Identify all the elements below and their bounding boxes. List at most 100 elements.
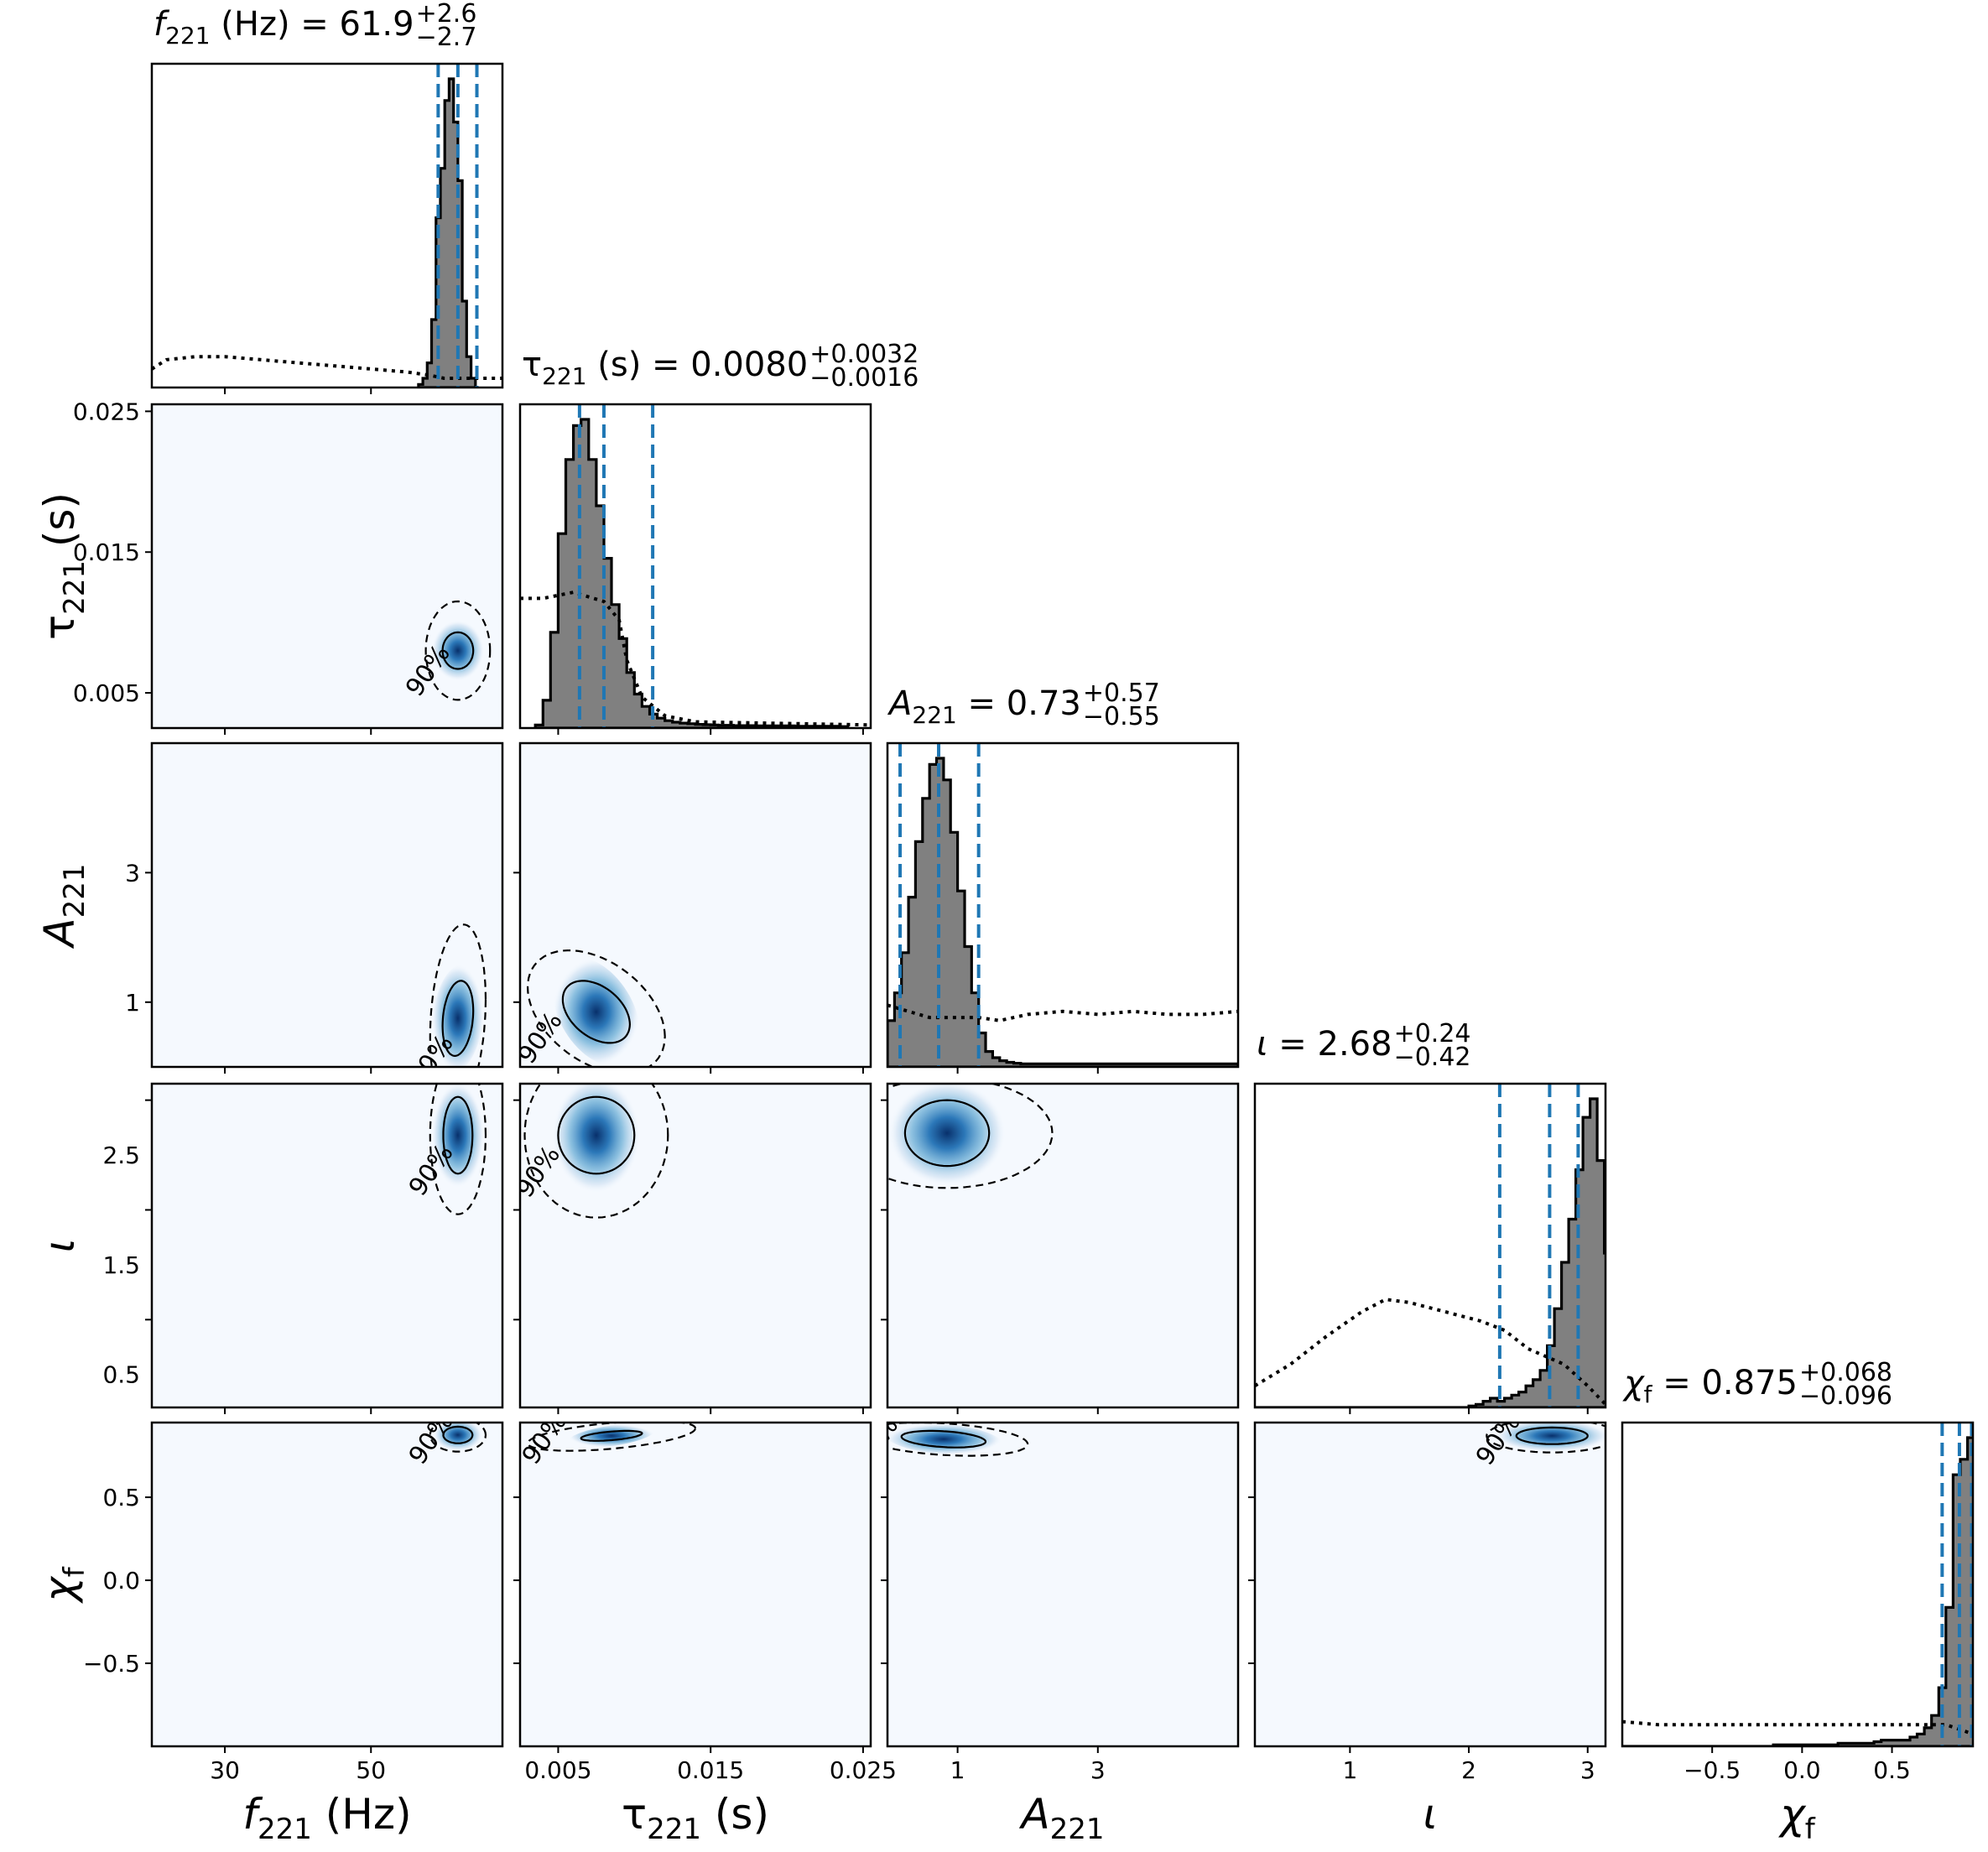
- panel-frame: [886, 741, 1240, 1069]
- panel-background: [1255, 1423, 1605, 1746]
- x-tick-label: −0.5: [1684, 1756, 1741, 1784]
- x-tick-label: 0.015: [677, 1756, 744, 1784]
- contour-50: [441, 631, 475, 670]
- hist-title-chif: χf = 0.875: [1622, 1364, 1798, 1408]
- title-plus: +0.068: [1799, 1358, 1892, 1387]
- panel-frame: [1621, 1421, 1975, 1748]
- y-axis-label-tau221: τ221 (s): [35, 492, 91, 640]
- y-tick-label: 0.5: [102, 1361, 140, 1389]
- density-blob: [567, 1423, 656, 1449]
- contour-90: [526, 949, 666, 1067]
- y-tick-label: 0.015: [73, 538, 140, 566]
- hist-panel-iota: [1255, 1084, 1605, 1407]
- hist-panel-tau221: [520, 404, 871, 728]
- contour-50: [1515, 1426, 1589, 1445]
- x-tick-label: 2: [1461, 1756, 1476, 1784]
- y-tick-label: 0.025: [73, 398, 140, 425]
- title-minus: −0.096: [1799, 1381, 1892, 1411]
- panel-iota-chif: 90%: [1255, 1423, 1605, 1746]
- hist-panel-chif: [1622, 1423, 1973, 1746]
- x-tick-label: 0.5: [1873, 1756, 1911, 1784]
- y-tick-label: 0.0: [102, 1567, 140, 1594]
- prior-curve: [520, 590, 871, 727]
- contour-50: [580, 1429, 643, 1442]
- x-tick-label: 50: [356, 1756, 386, 1784]
- panel-background: [152, 1423, 502, 1746]
- contour-90: [424, 600, 492, 701]
- density-blob: [431, 620, 485, 681]
- contour-50: [442, 1425, 474, 1444]
- x-tick-label: 0.005: [524, 1756, 591, 1784]
- hist-panel-A221: [887, 743, 1238, 1067]
- x-axis-label-iota: ι: [1423, 1790, 1438, 1839]
- posterior-histogram: [887, 757, 1238, 1067]
- y-axis-label-A221: A221: [35, 863, 91, 949]
- title-plus: +0.0032: [809, 340, 919, 369]
- contour-90: [887, 1423, 1029, 1457]
- title-minus: −0.0016: [809, 363, 919, 393]
- x-tick-label: 1: [1342, 1756, 1357, 1784]
- panel-frame: [150, 403, 504, 730]
- hist-title-tau221: τ221 (s) = 0.0080: [522, 346, 808, 390]
- contour-50: [557, 1095, 636, 1175]
- x-tick-label: 0.0: [1783, 1756, 1821, 1784]
- y-axis-label-chif: χf: [35, 1566, 91, 1605]
- density-blob: [552, 957, 641, 1067]
- contour-90: [429, 1423, 487, 1453]
- panel-frame: [150, 62, 504, 389]
- panel-background: [520, 1423, 871, 1746]
- panel-f221-A221: 90%: [152, 743, 502, 1067]
- contour-50: [441, 980, 475, 1058]
- x-tick-label: 0.025: [830, 1756, 897, 1784]
- contour-90: [523, 1084, 669, 1219]
- title-minus: −0.42: [1394, 1043, 1471, 1072]
- panel-frame: [886, 1421, 1240, 1748]
- panel-frame: [518, 741, 872, 1069]
- y-tick-label: 1.5: [102, 1251, 140, 1279]
- contour-50: [903, 1099, 991, 1168]
- panel-frame: [1253, 1082, 1607, 1409]
- panel-frame: [150, 741, 504, 1069]
- panel-background: [1622, 1423, 1973, 1746]
- panel-frame: [886, 1082, 1240, 1409]
- x-axis-label-A221: A221: [1018, 1790, 1104, 1846]
- title-plus: +2.6: [416, 0, 477, 29]
- contour-50: [442, 1095, 474, 1175]
- y-axis-label-iota: ι: [35, 1239, 84, 1253]
- contour-90: [429, 1084, 487, 1215]
- panel-A221-chif: 90%: [887, 1423, 1238, 1746]
- prior-curve: [1255, 1298, 1605, 1406]
- panel-frame: [150, 1082, 504, 1409]
- y-tick-label: 1: [125, 989, 140, 1017]
- y-tick-label: 2.5: [102, 1142, 140, 1169]
- density-blob: [431, 1084, 485, 1189]
- y-tick-label: −0.5: [83, 1650, 140, 1678]
- y-tick-label: 3: [125, 859, 140, 887]
- x-axis-label-chif: χf: [1777, 1790, 1816, 1846]
- prior-curve: [887, 1003, 1238, 1022]
- x-tick-label: 30: [210, 1756, 240, 1784]
- x-tick-label: 1: [950, 1756, 965, 1784]
- panel-tau221-chif: 90%: [520, 1423, 871, 1746]
- title-minus: −2.7: [416, 23, 477, 52]
- hist-panel-f221: [152, 64, 502, 388]
- panel-A221-iota: 90%: [887, 1084, 1238, 1407]
- panel-frame: [518, 1082, 872, 1409]
- title-plus: +0.24: [1394, 1019, 1471, 1048]
- prior-curve: [152, 355, 502, 380]
- contour-90: [1486, 1423, 1605, 1454]
- y-tick-label: 0.5: [102, 1484, 140, 1511]
- contour-50: [900, 1429, 987, 1449]
- x-tick-label: 3: [1090, 1756, 1106, 1784]
- x-axis-label-tau221: τ221 (s): [622, 1790, 769, 1846]
- panel-background: [887, 1423, 1238, 1746]
- panel-frame: [1253, 1421, 1607, 1748]
- contour-90: [429, 923, 487, 1067]
- panel-f221-tau221: 90%: [152, 404, 502, 728]
- x-tick-label: 3: [1580, 1756, 1595, 1784]
- panel-frame: [518, 1421, 872, 1748]
- contour-90: [887, 1084, 1054, 1189]
- y-tick-label: 0.005: [73, 679, 140, 707]
- panel-f221-chif: 90%: [152, 1423, 502, 1746]
- hist-title-iota: ι = 2.68: [1257, 1025, 1392, 1064]
